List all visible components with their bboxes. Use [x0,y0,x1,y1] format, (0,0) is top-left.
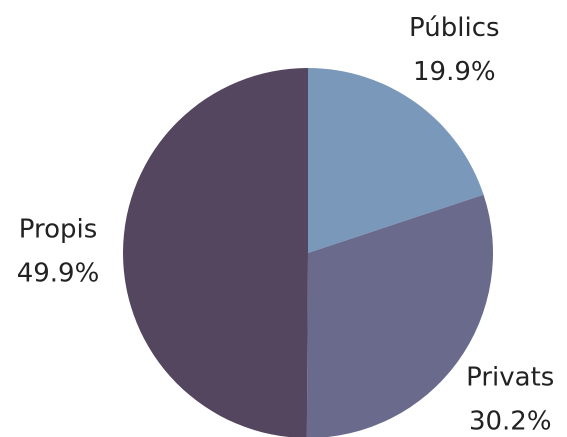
slice-label: Propis [19,215,98,245]
pie-slice [308,68,484,253]
slice-value-label: 19.9% [413,57,496,87]
slice-value-label: 49.9% [17,259,100,289]
pie-slice [123,68,308,437]
slice-label: Privats [466,362,554,392]
pie-slice [306,194,493,437]
slice-value-label: 30.2% [469,406,552,436]
slice-label: Públics [409,13,500,43]
